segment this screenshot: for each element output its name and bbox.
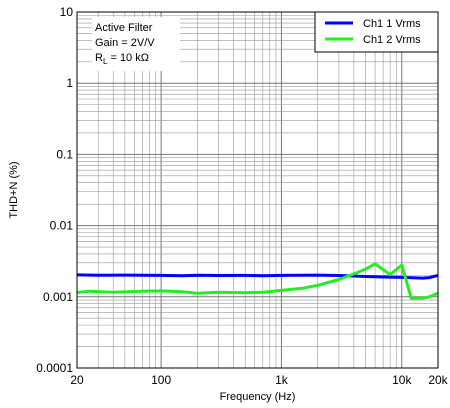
legend: Ch1 1 Vrms Ch1 2 Vrms xyxy=(314,11,439,53)
y-axis-label: THD+N (%) xyxy=(8,161,20,218)
y-tick-label: 0.001 xyxy=(43,290,73,304)
y-tick-label: 0.1 xyxy=(56,147,73,161)
x-tick-label: 10k xyxy=(392,373,412,387)
series-line-ch1-2vrms xyxy=(76,262,439,300)
x-axis-label: Frequency (Hz) xyxy=(220,391,296,403)
x-tick-label: 20k xyxy=(428,373,448,387)
y-tick-labels: 0.0001 0.001 0.01 0.1 1 10 xyxy=(36,5,73,375)
annotation-line-gain: Gain = 2V/V xyxy=(95,37,155,49)
grid xyxy=(77,12,438,368)
annotation-line-filter: Active Filter xyxy=(95,22,153,34)
y-tick-label: 1 xyxy=(66,76,73,90)
x-tick-labels: 20 100 1k 10k 20k xyxy=(70,373,448,387)
annotation-load-value: = 10 kΩ xyxy=(107,52,149,64)
x-tick-label: 1k xyxy=(275,373,289,387)
series-line-ch1-1vrms xyxy=(76,273,439,280)
series-layer xyxy=(76,262,439,300)
annotation-box: Active Filter Gain = 2V/V RL = 10 kΩ xyxy=(92,17,180,71)
y-tick-label: 10 xyxy=(60,5,74,19)
annotation-background xyxy=(92,17,180,71)
x-tick-label: 100 xyxy=(151,373,171,387)
legend-box xyxy=(314,11,439,53)
legend-label-ch1-1vrms: Ch1 1 Vrms xyxy=(363,18,421,30)
annotation-load-subscript: L xyxy=(103,57,108,66)
annotation-line-load: RL = 10 kΩ xyxy=(95,52,149,66)
y-tick-label: 0.01 xyxy=(50,219,74,233)
plot-frame xyxy=(76,11,439,369)
x-tick-label: 20 xyxy=(70,373,84,387)
legend-label-ch1-2vrms: Ch1 2 Vrms xyxy=(363,34,421,46)
annotation-load-symbol: R xyxy=(95,52,103,64)
y-tick-label: 0.0001 xyxy=(36,361,73,375)
